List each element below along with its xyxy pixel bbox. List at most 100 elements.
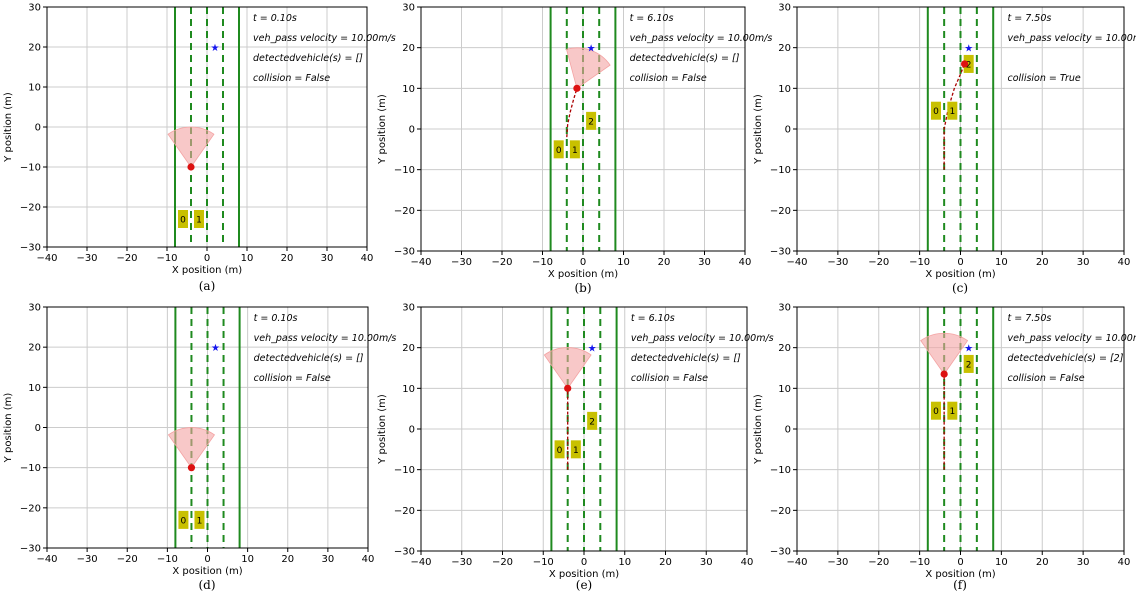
y-tick-label: 20 — [28, 343, 41, 354]
x-tick-label: −30 — [451, 557, 472, 568]
chart-panel: 0 12★−40 −30 −20 −10 0 10 20 30 40−30−20−10010203… — [753, 303, 1136, 593]
y-tick-label: 20 — [402, 43, 415, 54]
panel-caption: (f) — [953, 578, 967, 592]
x-tick-label: 40 — [1118, 257, 1131, 268]
x-tick-label: 10 — [995, 557, 1008, 568]
fov-sector — [920, 332, 969, 375]
vehicle-marker: 2 — [587, 411, 598, 430]
y-tick-label: −10 — [20, 463, 41, 474]
x-tick-label: −40 — [410, 557, 431, 568]
vehicle-label: 1 — [949, 107, 955, 117]
vehicle-marker: 2 — [963, 54, 974, 73]
annotation-text: detectedvehicle(s) = [] — [254, 353, 364, 364]
vehicle-marker: 0 — [930, 101, 941, 120]
x-tick-label: 30 — [1077, 257, 1090, 268]
vehicle-marker: 1 — [194, 210, 204, 228]
annotation-text: t = 0.10s — [253, 13, 297, 24]
panel-caption: (d) — [198, 578, 215, 592]
target-star-icon: ★ — [587, 44, 596, 55]
x-tick-label: 0 — [580, 257, 586, 268]
annotation-text: collision = True — [1008, 73, 1081, 84]
x-tick-label: 0 — [204, 554, 210, 565]
y-tick-label: 30 — [402, 303, 415, 314]
x-tick-label: 10 — [618, 557, 631, 568]
y-tick-label: 30 — [778, 303, 791, 314]
x-axis-label: X position (m) — [549, 569, 619, 580]
x-tick-label: 30 — [322, 554, 335, 565]
x-tick-label: 0 — [204, 253, 210, 264]
y-tick-label: −20 — [394, 206, 415, 217]
annotation-text: t = 6.10s — [630, 13, 674, 24]
x-tick-label: −30 — [77, 554, 98, 565]
target-star-icon: ★ — [964, 44, 973, 55]
y-tick-label: 30 — [28, 3, 41, 14]
vehicle-marker: 0 — [178, 210, 188, 228]
y-tick-label: 20 — [402, 343, 415, 354]
vehicle-label: 1 — [197, 516, 203, 526]
x-tick-label: −40 — [410, 257, 431, 268]
y-tick-label: 10 — [28, 383, 41, 394]
vehicle-marker: 1 — [570, 440, 581, 459]
x-tick-label: 0 — [957, 257, 963, 268]
vehicle-label: 0 — [180, 216, 186, 226]
trajectory-line — [566, 88, 578, 138]
annotation-text: collision = False — [1008, 373, 1085, 384]
x-tick-label: 10 — [241, 253, 254, 264]
x-tick-label: −10 — [157, 554, 178, 565]
y-tick-label: −20 — [20, 203, 41, 214]
y-axis-label: Y position (m) — [3, 92, 14, 163]
vehicle-label: 0 — [557, 446, 563, 456]
annotation-text: t = 0.10s — [254, 313, 298, 324]
y-axis-label: Y position (m) — [377, 394, 388, 465]
fov-sector — [565, 47, 611, 89]
y-tick-label: −30 — [20, 544, 41, 555]
annotation-text: t = 7.50s — [1008, 13, 1052, 24]
x-tick-label: 30 — [1077, 557, 1090, 568]
y-tick-label: 20 — [28, 43, 41, 54]
x-axis-label: X position (m) — [172, 265, 242, 276]
ego-vehicle-point — [564, 384, 572, 392]
annotation-text: detectedvehicle(s) = [] — [630, 53, 740, 64]
x-tick-label: 40 — [741, 557, 754, 568]
vehicle-box — [930, 401, 941, 420]
x-tick-label: −20 — [117, 554, 138, 565]
x-tick-label: 40 — [362, 554, 375, 565]
annotation-text: collision = False — [253, 73, 330, 84]
x-tick-label: −30 — [76, 253, 97, 264]
x-tick-label: 20 — [658, 257, 671, 268]
chart-panel: 0 12★−40 −30 −20 −10 0 10 20 30 40−30−20−10010203… — [377, 3, 772, 296]
annotation-text: collision = False — [630, 73, 707, 84]
y-tick-label: 10 — [402, 84, 415, 95]
x-tick-label: −10 — [533, 557, 554, 568]
x-tick-label: −30 — [827, 257, 848, 268]
y-tick-label: 0 — [409, 125, 415, 136]
x-tick-label: 40 — [361, 253, 374, 264]
y-tick-label: −20 — [770, 206, 791, 217]
vehicle-box — [586, 111, 597, 130]
vehicle-marker: 1 — [569, 140, 580, 159]
vehicle-label: 1 — [572, 146, 578, 156]
vehicle-marker: 0 — [930, 401, 941, 420]
y-tick-label: −30 — [770, 547, 791, 558]
vehicle-label: 2 — [589, 417, 595, 427]
trajectory-line — [943, 63, 966, 170]
y-tick-label: 20 — [778, 43, 791, 54]
vehicle-label: 0 — [933, 407, 939, 417]
x-tick-label: 30 — [321, 253, 334, 264]
vehicle-marker: 1 — [194, 510, 205, 529]
x-tick-label: 20 — [281, 253, 294, 264]
annotation-text: veh_pass velocity = 10.00m/s — [630, 33, 773, 44]
x-tick-label: −40 — [36, 554, 57, 565]
x-tick-label: −20 — [491, 257, 512, 268]
fov-sector — [167, 126, 215, 168]
x-tick-label: 20 — [281, 554, 294, 565]
y-axis-label: Y position (m) — [377, 94, 388, 165]
vehicle-marker: 0 — [554, 440, 565, 459]
panel-caption: (a) — [199, 279, 216, 293]
y-tick-label: −30 — [394, 547, 415, 558]
x-tick-label: −40 — [786, 257, 807, 268]
vehicle-box — [194, 210, 204, 228]
x-tick-label: 0 — [581, 557, 587, 568]
vehicle-marker: 1 — [947, 401, 958, 420]
